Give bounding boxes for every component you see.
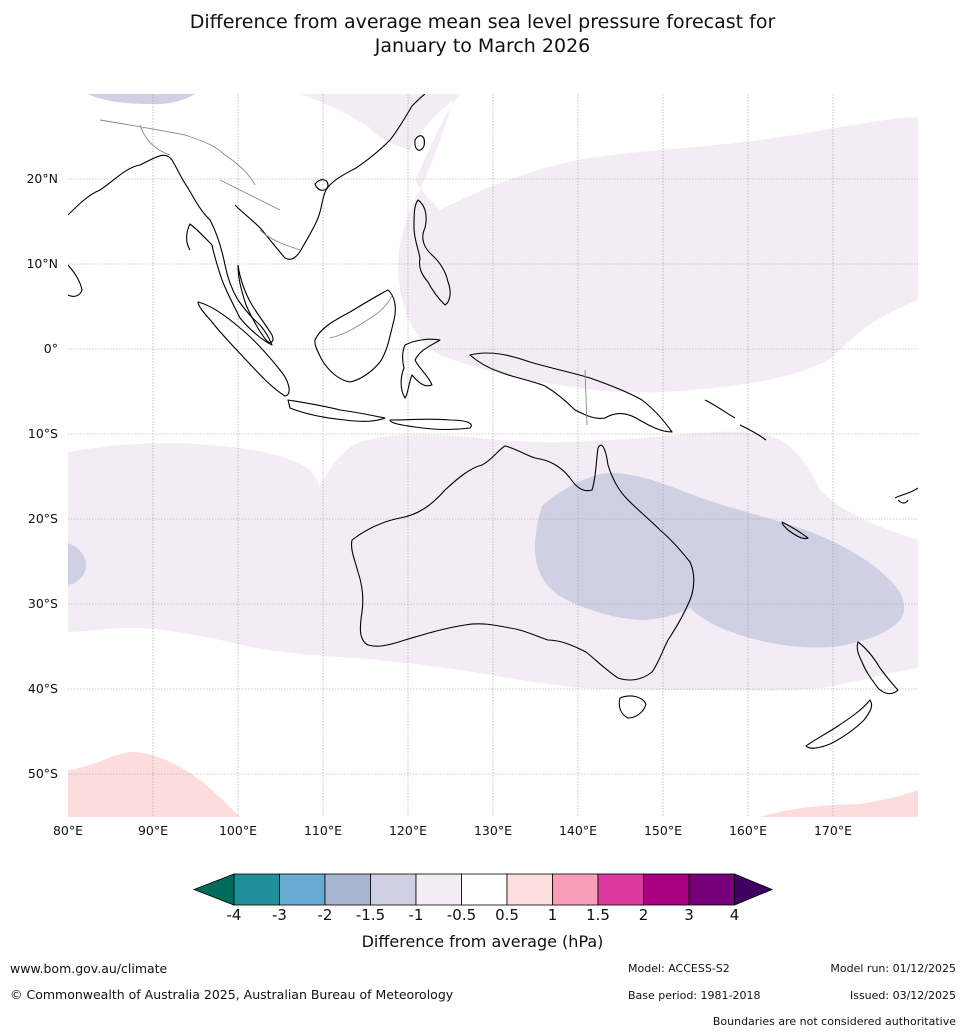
lon-label-140e: 140°E [558, 823, 597, 838]
lon-label-120e: 120°E [388, 823, 427, 838]
coast-sulawesi [400, 338, 441, 399]
coast-new-zealand-south [805, 699, 873, 749]
coast-fiji [894, 487, 918, 504]
colorbar-tick-label: 1 [547, 906, 558, 924]
coast-solomons [704, 399, 767, 441]
coast-java [287, 399, 386, 422]
colorbar-segment [279, 873, 326, 906]
lon-label-130e: 130°E [473, 823, 512, 838]
footer-model-run: Model run: 01/12/2025 [830, 962, 956, 975]
anomaly-region-southwest-pink [68, 752, 240, 817]
title-line-1: Difference from average mean sea level p… [189, 11, 776, 33]
lon-label-110e: 110°E [303, 823, 342, 838]
title-line-2: January to March 2026 [374, 35, 591, 57]
anomaly-region-northwest-corner [88, 94, 195, 105]
lat-label-20n: 20°N [26, 171, 58, 186]
colorbar-segment [506, 873, 553, 906]
lat-label-40s: 40°S [27, 681, 58, 696]
coast-australia [351, 444, 695, 681]
colorbar-tick-label: 2 [638, 906, 649, 924]
colorbar-tick-label: -3 [272, 906, 287, 924]
colorbar-extend-high [734, 873, 774, 906]
lon-label-90e: 90°E [137, 823, 169, 838]
lon-label-170e: 170°E [813, 823, 852, 838]
coast-sumatra [197, 301, 290, 397]
colorbar-tick-label: -1 [408, 906, 424, 924]
coast-taiwan [414, 135, 425, 151]
anomaly-region-north-top [300, 94, 460, 150]
anomaly-region-southeast-pink [760, 790, 918, 817]
coast-tasmania [618, 695, 647, 719]
coast-india-tip [68, 264, 83, 297]
coast-borneo [314, 289, 396, 383]
colorbar-tick-label: -4 [226, 906, 242, 924]
coast-malay-peninsula [237, 264, 274, 344]
colorbar-segment [597, 873, 644, 906]
lon-label-100e: 100°E [218, 823, 257, 838]
coast-asia-mainland [68, 94, 426, 346]
colorbar-tick-label: -1.5 [355, 906, 386, 924]
border-new-guinea [584, 369, 588, 426]
footer-model: Model: ACCESS-S2 [628, 962, 730, 975]
graticule [68, 94, 918, 817]
anomaly-region-west [68, 543, 87, 585]
coast-philippines [413, 199, 451, 306]
colorbar-label: Difference from average (hPa) [361, 932, 604, 951]
coast-lesser-sunda [389, 418, 472, 430]
lat-label-10s: 10°S [27, 426, 58, 441]
map-area [68, 94, 918, 817]
coast-new-zealand-north [856, 641, 899, 695]
coast-new-caledonia [781, 521, 809, 540]
anomaly-region-south [68, 431, 918, 691]
colorbar-tick-label: -0.5 [446, 906, 477, 924]
coast-new-guinea [469, 352, 673, 433]
lon-label-150e: 150°E [643, 823, 682, 838]
border-mainland-se-asia [99, 119, 301, 251]
colorbar-segment [324, 873, 371, 906]
colorbar-segment [688, 873, 735, 906]
lon-label-160e: 160°E [728, 823, 767, 838]
lat-label-50s: 50°S [27, 766, 58, 781]
footer-base-period: Base period: 1981-2018 [628, 989, 761, 1002]
border-borneo [329, 294, 393, 339]
coastlines [68, 94, 918, 749]
footer-website[interactable]: www.bom.gov.au/climate [10, 961, 168, 976]
colorbar-tick-label: 1.5 [586, 906, 610, 924]
lon-label-80e: 80°E [52, 823, 84, 838]
colorbar-tick-label: 3 [684, 906, 694, 924]
country-borders [99, 119, 588, 426]
colorbar-tick-label: 4 [729, 906, 740, 924]
colorbar-tick-label: 0.5 [495, 906, 519, 924]
anomaly-region-north [290, 94, 918, 393]
colorbar [192, 873, 774, 906]
coast-hainan [314, 179, 329, 191]
colorbar-tick-label: -2 [317, 906, 333, 924]
colorbar-segment [415, 873, 462, 906]
chart-title: Difference from average mean sea level p… [0, 10, 965, 58]
colorbar-segment [552, 873, 599, 906]
colorbar-segment [643, 873, 690, 906]
colorbar-segment [370, 873, 417, 906]
colorbar-segment [233, 873, 280, 906]
footer-issued: Issued: 03/12/2025 [849, 989, 956, 1002]
footer-disclaimer: Boundaries are not considered authoritat… [712, 1015, 956, 1028]
lat-label-30s: 30°S [27, 596, 58, 611]
lat-label-20s: 20°S [27, 511, 58, 526]
lat-label-0: 0° [43, 341, 58, 356]
footer-copyright: © Commonwealth of Australia 2025, Austra… [10, 987, 454, 1002]
colorbar-extend-low [192, 873, 235, 906]
lat-label-10n: 10°N [26, 256, 58, 271]
colorbar-segment [461, 873, 508, 906]
